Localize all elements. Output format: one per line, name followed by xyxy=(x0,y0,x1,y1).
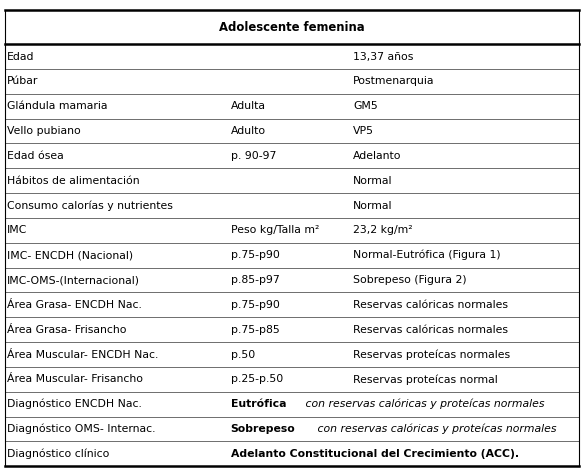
Text: p.75-p90: p.75-p90 xyxy=(231,300,280,310)
Text: GM5: GM5 xyxy=(353,101,378,111)
Text: Adolescente femenina: Adolescente femenina xyxy=(219,21,365,34)
Text: VP5: VP5 xyxy=(353,126,374,136)
Text: IMC: IMC xyxy=(7,226,27,235)
Text: Postmenarquia: Postmenarquia xyxy=(353,77,435,86)
Text: Reservas calóricas normales: Reservas calóricas normales xyxy=(353,300,508,310)
Text: Adelanto: Adelanto xyxy=(353,151,402,161)
Text: p.25-p.50: p.25-p.50 xyxy=(231,374,283,384)
Text: 23,2 kg/m²: 23,2 kg/m² xyxy=(353,226,413,235)
Text: IMC- ENCDH (Nacional): IMC- ENCDH (Nacional) xyxy=(7,250,133,260)
Text: p.75-p90: p.75-p90 xyxy=(231,250,280,260)
Text: Hábitos de alimentación: Hábitos de alimentación xyxy=(7,176,140,186)
Text: Eutrófica: Eutrófica xyxy=(231,399,286,409)
Text: con reservas calóricas y proteícas normales: con reservas calóricas y proteícas norma… xyxy=(303,399,545,409)
Text: Reservas calóricas normales: Reservas calóricas normales xyxy=(353,325,508,335)
Text: 13,37 años: 13,37 años xyxy=(353,52,413,62)
Text: Vello pubiano: Vello pubiano xyxy=(7,126,81,136)
Text: Diagnóstico ENCDH Nac.: Diagnóstico ENCDH Nac. xyxy=(7,399,142,409)
Text: Edad: Edad xyxy=(7,52,34,62)
Text: p.75-p85: p.75-p85 xyxy=(231,325,279,335)
Text: Adulta: Adulta xyxy=(231,101,266,111)
Text: Sobrepeso (Figura 2): Sobrepeso (Figura 2) xyxy=(353,275,467,285)
Text: Normal-Eutrófica (Figura 1): Normal-Eutrófica (Figura 1) xyxy=(353,250,501,260)
Text: Diagnóstico OMS- Internac.: Diagnóstico OMS- Internac. xyxy=(7,424,155,434)
Text: Diagnóstico clínico: Diagnóstico clínico xyxy=(7,448,109,459)
Text: Consumo calorías y nutrientes: Consumo calorías y nutrientes xyxy=(7,200,173,211)
Text: p.50: p.50 xyxy=(231,350,255,360)
Text: Adulto: Adulto xyxy=(231,126,266,136)
Text: Reservas proteícas normales: Reservas proteícas normales xyxy=(353,349,510,360)
Text: Área Muscular- Frisancho: Área Muscular- Frisancho xyxy=(7,374,143,384)
Text: Área Grasa- ENCDH Nac.: Área Grasa- ENCDH Nac. xyxy=(7,300,142,310)
Text: Área Grasa- Frisancho: Área Grasa- Frisancho xyxy=(7,325,127,335)
Text: Reservas proteícas normal: Reservas proteícas normal xyxy=(353,374,498,384)
Text: p. 90-97: p. 90-97 xyxy=(231,151,276,161)
Text: Glándula mamaria: Glándula mamaria xyxy=(7,101,107,111)
Text: Área Muscular- ENCDH Nac.: Área Muscular- ENCDH Nac. xyxy=(7,350,158,360)
Text: Púbar: Púbar xyxy=(7,77,39,86)
Text: p.85-p97: p.85-p97 xyxy=(231,275,279,285)
Text: con reservas calóricas y proteícas normales: con reservas calóricas y proteícas norma… xyxy=(314,424,557,434)
Text: Adelanto Constitucional del Crecimiento (ACC).: Adelanto Constitucional del Crecimiento … xyxy=(231,449,519,459)
Text: Edad ósea: Edad ósea xyxy=(7,151,64,161)
Text: Sobrepeso: Sobrepeso xyxy=(231,424,296,434)
Text: Normal: Normal xyxy=(353,201,393,211)
Text: Peso kg/Talla m²: Peso kg/Talla m² xyxy=(231,226,319,235)
Text: IMC-OMS-(Internacional): IMC-OMS-(Internacional) xyxy=(7,275,140,285)
Text: Normal: Normal xyxy=(353,176,393,186)
